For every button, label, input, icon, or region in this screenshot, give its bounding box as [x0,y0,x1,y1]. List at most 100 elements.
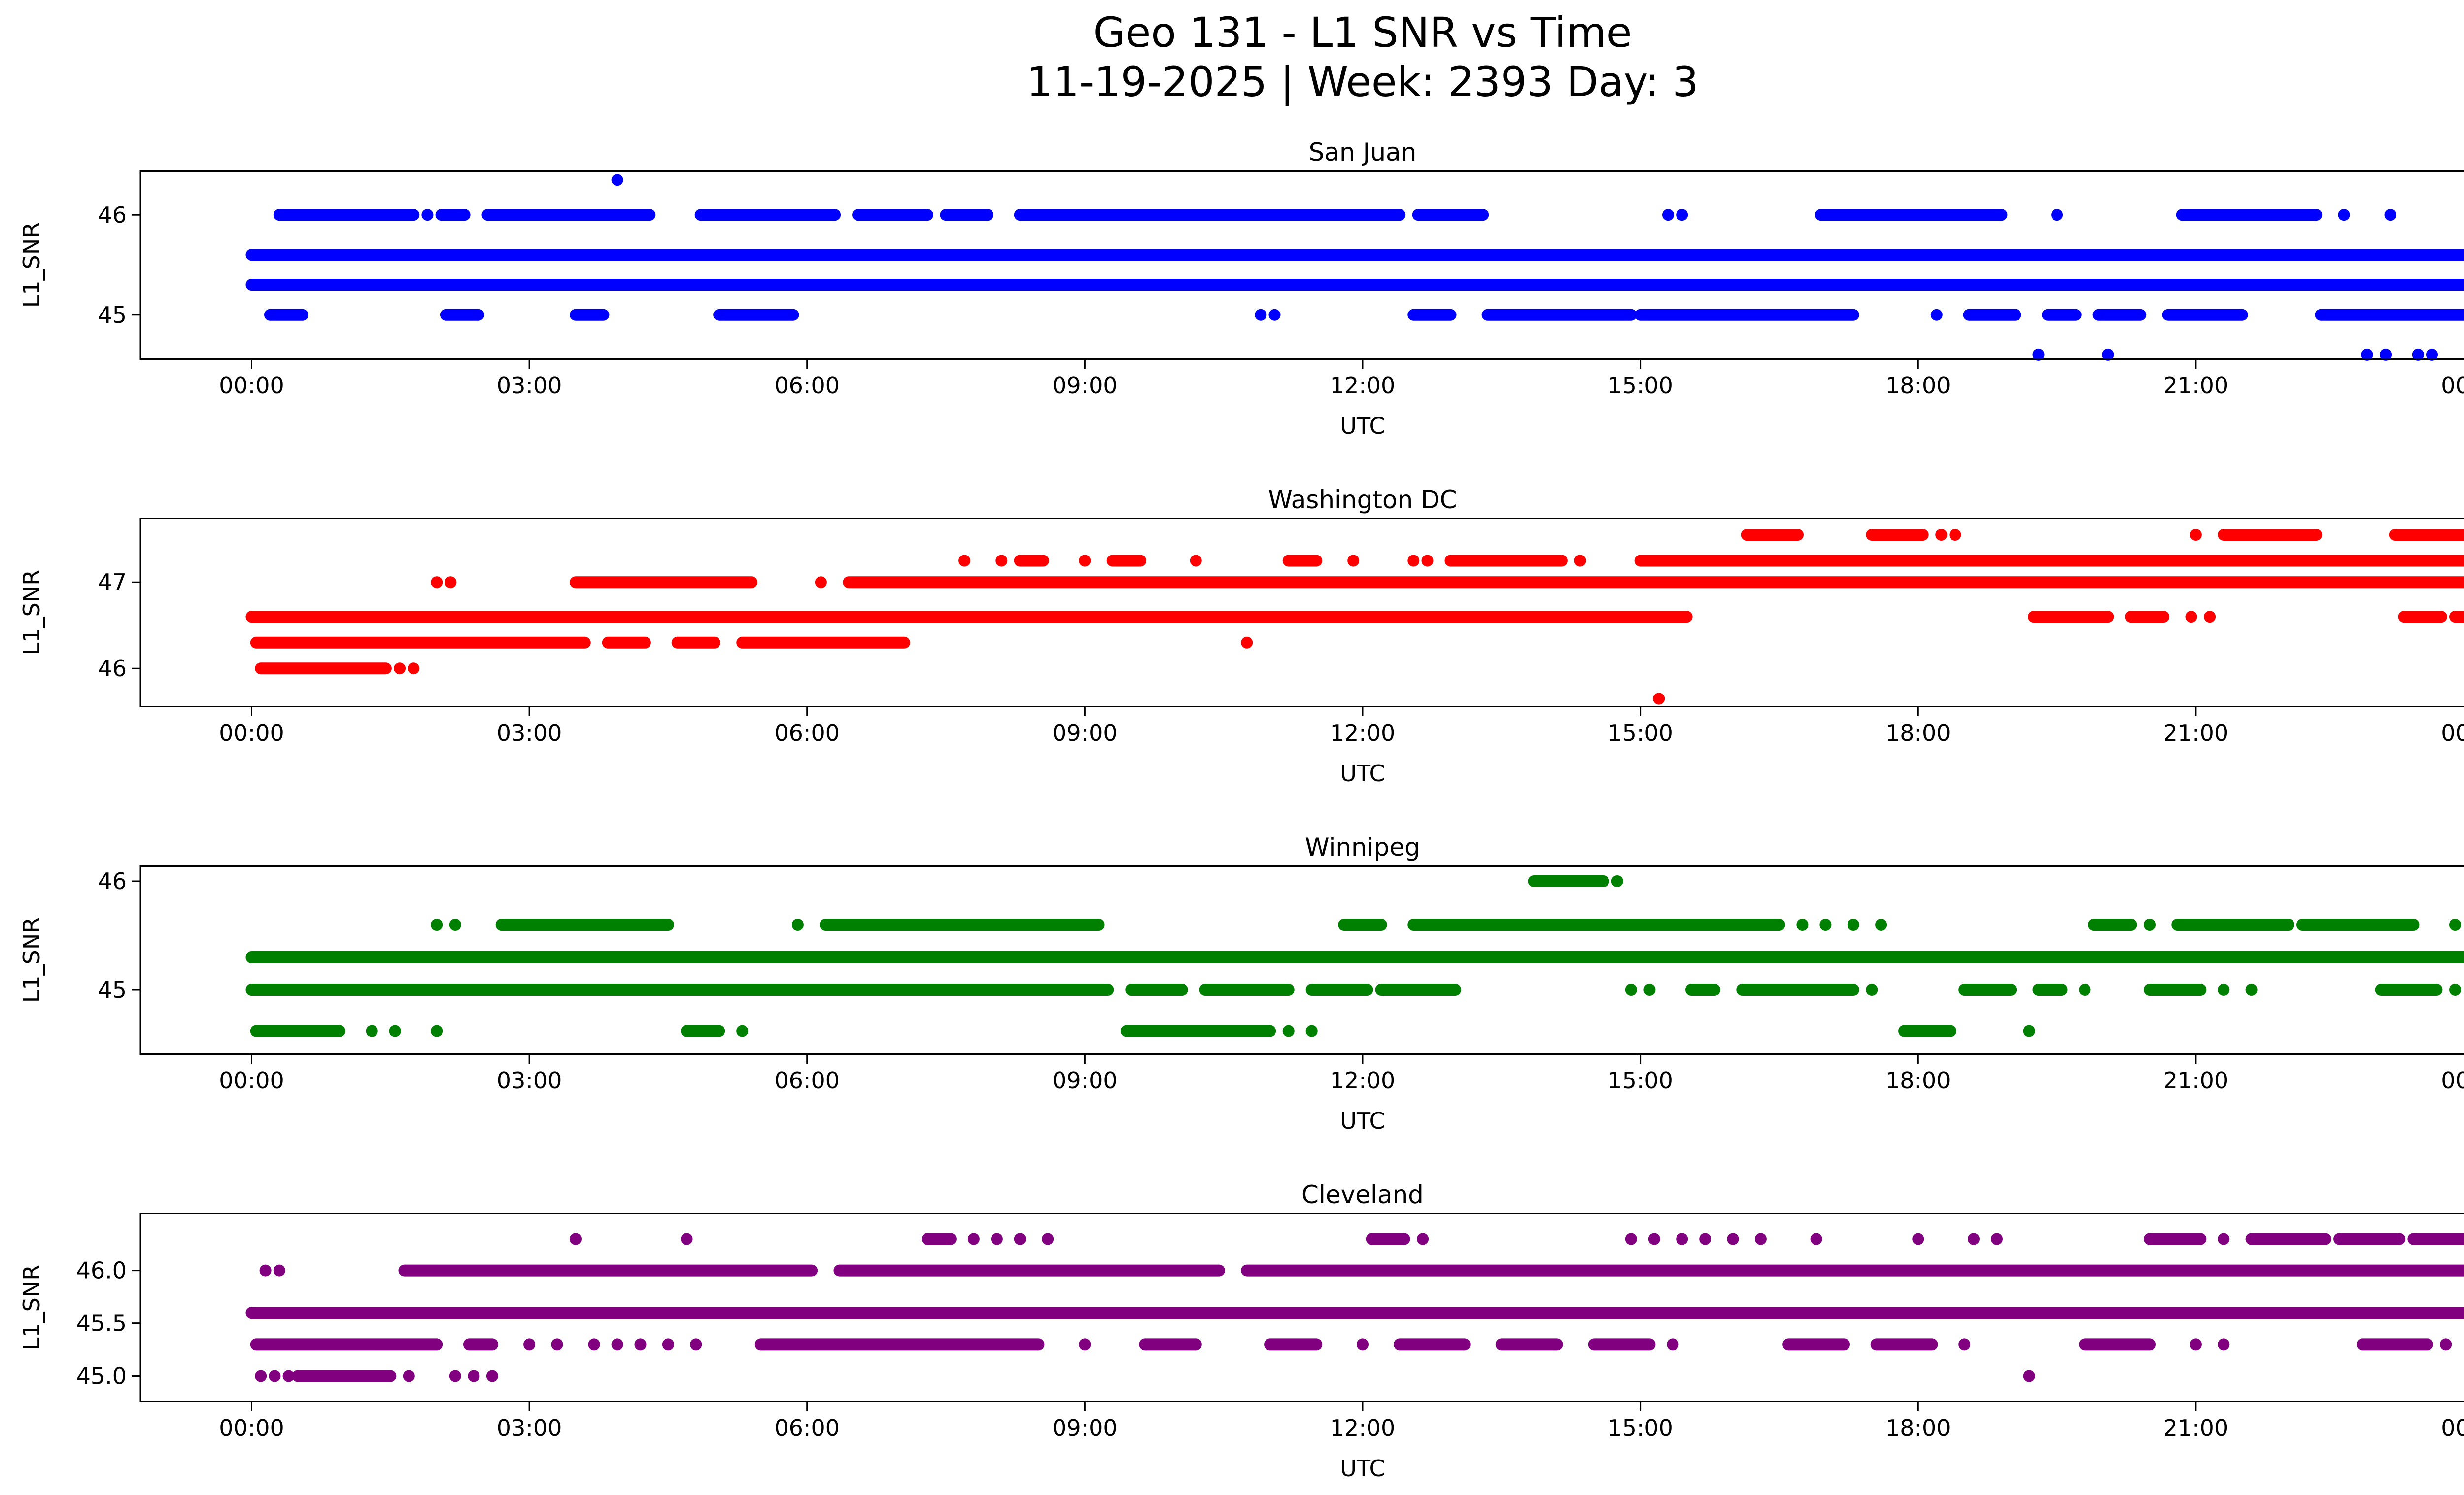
scatter-point [403,1370,415,1382]
subplot-title-winnipeg: Winnipeg [1305,833,1420,862]
x-tick-label: 06:00 [774,1067,840,1094]
x-tick-label: 18:00 [1885,1067,1951,1094]
scatter-point [1667,1338,1679,1351]
scatter-point [2190,529,2202,541]
x-tick-label: 09:00 [1052,1067,1118,1094]
x-axis-label: UTC [1340,1108,1385,1134]
scatter-point [1079,1338,1091,1351]
scatter-point [431,919,443,931]
scatter-point [1935,529,1948,541]
x-tick-label: 12:00 [1330,372,1396,399]
scatter-point [1847,919,1859,931]
x-tick-label: 00:00 [2441,372,2464,399]
scatter-point [1574,555,1586,567]
scatter-point [1347,555,1360,567]
scatter-point [1727,1233,1739,1245]
y-tick-label: 45 [98,976,127,1003]
scatter-point [449,919,461,931]
y-tick-label: 45 [98,302,127,328]
x-tick-label: 09:00 [1052,1415,1118,1441]
scatter-point [958,555,971,567]
scatter-point [634,1338,647,1351]
scatter-point [2102,348,2114,361]
x-tick-label: 12:00 [1330,1415,1396,1441]
y-tick-label: 46 [98,655,127,682]
scatter-point [366,1025,378,1037]
scatter-point [2412,348,2424,361]
scatter-point [2204,611,2216,623]
scatter-point [431,1025,443,1037]
axes-frame [139,1213,2464,1402]
scatter-point [421,209,434,221]
x-tick-label: 09:00 [1052,372,1118,399]
x-tick-label: 15:00 [1608,720,1673,746]
scatter-point [2190,1338,2202,1351]
axes-frame [139,518,2464,707]
scatter-point [1958,1338,1971,1351]
figure-title-line1: Geo 131 - L1 SNR vs Time [1093,8,1632,57]
x-tick-label: 00:00 [219,1067,284,1094]
scatter-point [1968,1233,1980,1245]
scatter-point [273,1264,285,1277]
scatter-point [681,1233,693,1245]
y-axis-label: L1_SNR [18,917,45,1003]
scatter-point [1648,1233,1660,1245]
scatter-point [1949,529,1961,541]
scatter-point [2032,348,2045,361]
x-tick-label: 15:00 [1608,372,1673,399]
scatter-point [1653,693,1665,705]
subplot-winnipeg: Winnipeg 00:00 03:00 06:00 09:00 12:00 15:00 1… [0,833,2464,1141]
scatter-point [255,1370,267,1382]
axes-frame [139,865,2464,1055]
x-tick-label: 18:00 [1885,720,1951,746]
scatter-point [1305,1025,1318,1037]
scatter-point [2338,209,2350,221]
x-tick-label: 06:00 [774,372,840,399]
scatter-point [1357,1338,1369,1351]
scatter-point [282,1370,295,1382]
scatter-point [2440,1338,2452,1351]
scatter-point [2384,209,2396,221]
subplot-title-san-juan: San Juan [1308,138,1417,167]
scatter-point [1819,919,1832,931]
y-tick-label: 45.5 [76,1310,127,1337]
scatter-point [1866,984,1878,996]
axes-frame [139,170,2464,360]
scatter-plot-washington-dc: 00:00 03:00 06:00 09:00 12:00 15:00 18:00 21:00… [18,518,2464,787]
subplot-cleveland: Cleveland 00:00 03:00 06:00 09:00 12:00 15:00… [0,1180,2464,1489]
scatter-point [431,576,443,589]
x-tick-label: 21:00 [2163,720,2229,746]
scatter-point [662,1338,674,1351]
scatter-point [611,174,623,186]
scatter-point [1875,919,1887,931]
scatter-plot-cleveland: 00:00 03:00 06:00 09:00 12:00 15:00 18:00 21:00… [18,1213,2464,1482]
x-tick-label: 21:00 [2163,1067,2229,1094]
scatter-point [445,576,457,589]
scatter-point [2380,348,2392,361]
scatter-point [991,1233,1003,1245]
y-tick-label: 46 [98,868,127,895]
scatter-point [588,1338,600,1351]
scatter-point [1421,555,1434,567]
scatter-point [269,1370,281,1382]
x-tick-label: 15:00 [1608,1067,1673,1094]
x-tick-label: 03:00 [497,1067,562,1094]
scatter-point [2144,919,2156,931]
scatter-point [995,555,1008,567]
scatter-point [259,1264,272,1277]
x-tick-label: 00:00 [219,1415,284,1441]
scatter-point [1676,1233,1688,1245]
scatter-point [523,1338,536,1351]
scatter-point [570,1233,582,1245]
scatter-point [1930,309,1943,321]
x-tick-label: 18:00 [1885,1415,1951,1441]
scatter-point [1611,875,1623,887]
scatter-point [2218,1338,2230,1351]
x-tick-label: 03:00 [497,372,562,399]
x-tick-label: 15:00 [1608,1415,1673,1441]
scatter-point [1282,1025,1295,1037]
scatter-point [2449,919,2461,931]
x-tick-label: 00:00 [2441,1067,2464,1094]
x-tick-label: 00:00 [2441,1415,2464,1441]
x-tick-label: 00:00 [219,720,284,746]
